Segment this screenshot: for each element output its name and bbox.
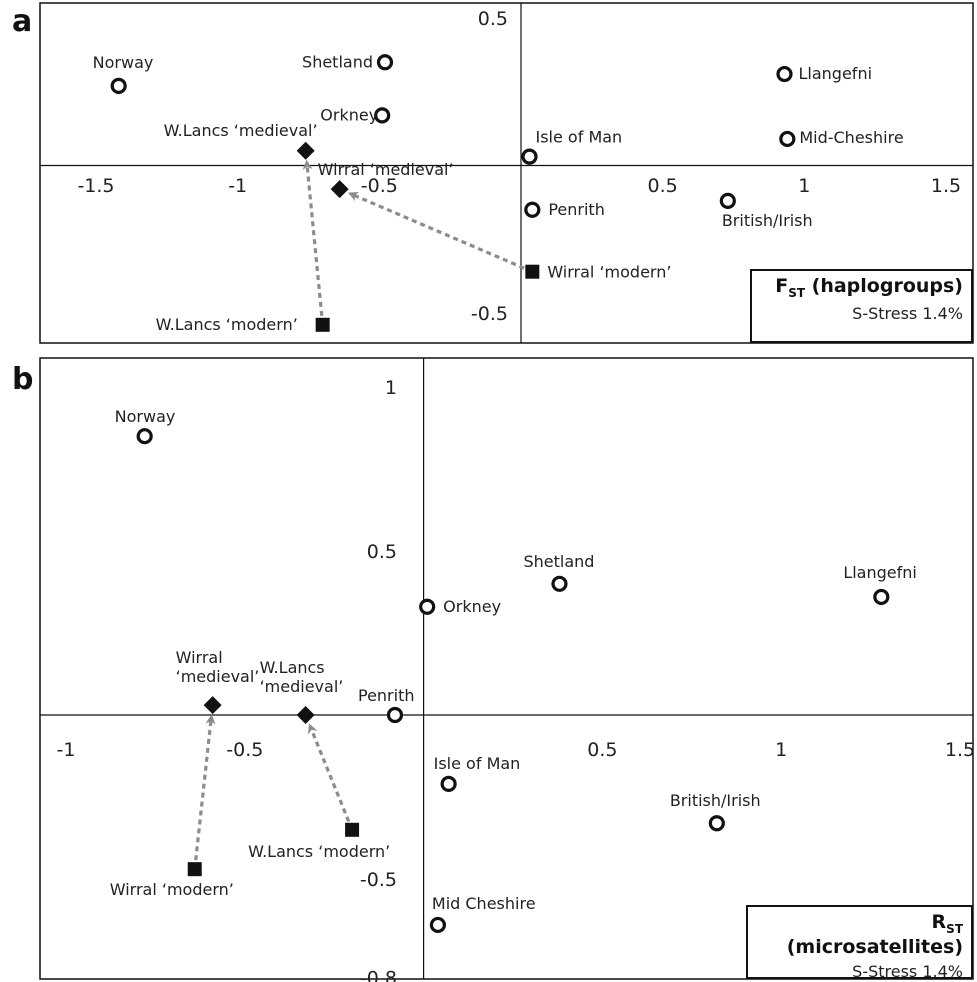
panel-b-point-llangefni-label: Llangefni: [843, 563, 917, 582]
panel-a-x-tick-label: -0.5: [361, 175, 398, 197]
panel-a-point-norway-label: Norway: [93, 53, 154, 72]
panel-b-point-wirral-modern-label: Wirral ‘modern’: [110, 880, 234, 899]
panel-b-point-british-irish-label: British/Irish: [670, 791, 761, 810]
panel-a-point-isle-of-man-label: Isle of Man: [536, 128, 623, 147]
panel-a-point-isle-of-man: [521, 148, 538, 165]
panel-b-point-shetland-label: Shetland: [523, 552, 594, 571]
panel-b-y-tick-label: -0.5: [360, 869, 397, 891]
panel-b-point-british-irish: [708, 815, 725, 832]
panel-a-x-tick-label: -1: [228, 175, 247, 197]
panel-b-y-tick-label: 1: [385, 377, 397, 399]
panel-b-arrow-w-lancs-modern: [308, 723, 351, 823]
panel-b-point-penrith-label: Penrith: [358, 686, 415, 705]
panel-b-point-penrith: [386, 706, 404, 724]
panel-a-point-penrith: [524, 201, 541, 218]
panel-b-x-tick-label: -1: [57, 739, 76, 761]
panel-b-label: b: [12, 362, 34, 397]
panel-a-stress: S-Stress 1.4%: [852, 303, 963, 323]
panel-a-point-british-irish-label: British/Irish: [722, 211, 813, 230]
panel-a-y-tick-label: -0.5: [471, 303, 508, 325]
panel-b-stat-box: RST (microsatellites) S-Stress 1.4%: [746, 905, 973, 981]
panel-a-point-wirral-modern-label: Wirral ‘modern’: [547, 263, 671, 282]
panel-b-x-tick-label: 1.5: [945, 739, 975, 761]
panel-a-point-orkney: [374, 107, 391, 124]
panel-a-point-wirral-medieval: [330, 180, 349, 199]
panel-b-point-mid-cheshire: [429, 916, 447, 934]
panel-a-point-orkney-label: Orkney: [320, 105, 378, 124]
panel-a-point-w-lancs-medieval-label: W.Lancs ‘medieval’: [164, 121, 318, 140]
panel-b-point-wirral-medieval-label: Wirral ‘medieval’: [176, 648, 260, 686]
panel-a-arrow-wirral-modern: [347, 191, 525, 270]
panel-b-point-orkney: [419, 598, 436, 615]
panel-b-point-shetland: [551, 575, 568, 592]
panel-a-point-w-lancs-medieval: [296, 141, 315, 160]
panel-b-stress: S-Stress 1.4%: [852, 961, 963, 981]
panel-b-point-isle-of-man: [440, 775, 457, 792]
panel-b-x-tick-label: 0.5: [587, 739, 617, 761]
panel-a-point-wirral-modern: [525, 264, 540, 279]
panel-b-point-wirral-modern: [187, 862, 202, 877]
panel-b-point-llangefni: [873, 588, 890, 606]
panel-a-point-shetland-label: Shetland: [302, 52, 373, 71]
panel-a-point-mid-cheshire: [779, 130, 796, 148]
panel-a-point-british-irish: [719, 192, 736, 209]
panel-b-point-w-lancs-medieval: [296, 706, 315, 724]
panel-a-y-tick-label: 0.5: [478, 8, 508, 30]
panel-b-point-isle-of-man-label: Isle of Man: [434, 754, 521, 773]
panel-a-point-mid-cheshire-label: Mid-Cheshire: [799, 128, 903, 147]
panel-a-plot: -1.5 -1 -0.5 0.5 1 1.5 0.5 -0.5 Norway Shetland Or…: [39, 2, 974, 344]
panel-b-point-norway-label: Norway: [115, 407, 176, 426]
panel-b-plot: -1 -0.5 0.5 1 1.5 1 0.5 -0.5 -0.8 Norway Shetland O…: [39, 357, 975, 982]
panel-b-frame: [39, 357, 974, 980]
panel-a-x-tick-label: 1: [798, 175, 810, 197]
panel-a-x-tick-label: 0.5: [648, 175, 678, 197]
panel-b-x-tick-label: -0.5: [226, 739, 263, 761]
panel-b-arrow-wirral-modern: [194, 714, 216, 861]
panel-b-stat-title: RST (microsatellites): [786, 911, 963, 958]
panel-b-y-tick-label: 0.5: [367, 541, 397, 563]
panel-a-x-tick-label: 1.5: [931, 175, 961, 197]
panel-b-point-mid-cheshire-label: Mid Cheshire: [432, 894, 536, 913]
panel-b-point-w-lancs-medieval-label: W.Lancs ‘medieval’: [260, 658, 344, 696]
panel-b-point-w-lancs-modern: [345, 822, 360, 837]
panel-a-stat-title: FST (haplogroups): [775, 275, 963, 300]
panel-b-point-orkney-label: Orkney: [443, 597, 501, 616]
panel-a-point-norway: [110, 77, 127, 94]
panel-a-arrow-w-lancs-modern: [302, 159, 324, 316]
panel-a-frame: [39, 2, 974, 344]
panel-b-point-norway: [136, 428, 153, 445]
panel-a-point-wirral-medieval-label: Wirral ‘medieval’: [318, 160, 454, 179]
panel-a-x-tick-label: -1.5: [77, 175, 114, 197]
panel-a-point-penrith-label: Penrith: [548, 200, 605, 219]
panel-a-label: a: [12, 4, 33, 39]
panel-a-point-w-lancs-modern: [315, 317, 330, 332]
panel-a-point-llangefni-label: Llangefni: [799, 64, 873, 83]
panel-a-point-llangefni: [776, 65, 793, 83]
panel-b-point-wirral-medieval: [203, 696, 222, 715]
panel-b-x-tick-label: 1: [775, 739, 787, 761]
panel-b-y-tick-label: -0.8: [360, 967, 397, 982]
panel-a-point-w-lancs-modern-label: W.Lancs ‘modern’: [156, 315, 298, 334]
panel-b-point-w-lancs-modern-label: W.Lancs ‘modern’: [248, 842, 390, 861]
panel-a-stat-box: FST (haplogroups) S-Stress 1.4%: [750, 269, 973, 343]
panel-a-point-shetland: [376, 54, 394, 71]
